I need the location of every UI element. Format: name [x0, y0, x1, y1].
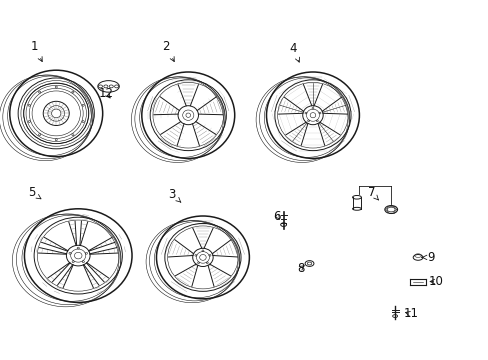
- Text: 4: 4: [289, 42, 299, 62]
- Text: 7: 7: [367, 186, 378, 200]
- Text: 6: 6: [273, 210, 281, 222]
- Text: 5: 5: [28, 186, 41, 199]
- Text: 9: 9: [421, 251, 434, 264]
- Text: 8: 8: [296, 262, 304, 275]
- Text: 11: 11: [403, 307, 417, 320]
- Text: 12: 12: [99, 87, 114, 100]
- Text: 2: 2: [162, 40, 174, 62]
- Text: 3: 3: [168, 188, 181, 202]
- Text: 1: 1: [30, 40, 42, 62]
- Text: 10: 10: [428, 275, 443, 288]
